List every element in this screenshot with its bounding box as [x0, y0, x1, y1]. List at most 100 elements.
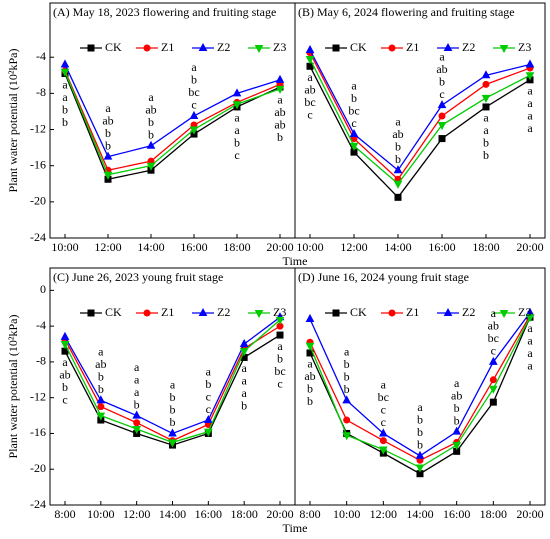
significance-letter: b: [148, 115, 154, 129]
significance-letter: ab: [392, 127, 403, 141]
x-tick-label: 12:00: [123, 507, 150, 521]
significance-letter: a: [206, 364, 212, 378]
significance-letter: b: [351, 91, 357, 105]
data-point: [438, 112, 446, 120]
significance-letter: c: [206, 389, 211, 403]
significance-letter: b: [395, 139, 401, 153]
x-tick-label: 18:00: [223, 240, 250, 254]
significance-letter: b: [98, 370, 104, 384]
series-line: [64, 71, 281, 176]
x-tick-label: 12:00: [94, 240, 121, 254]
significance-letter: b: [62, 102, 68, 116]
significance-letter: a: [134, 385, 140, 399]
data-point: [276, 331, 284, 339]
legend-label: CK: [105, 40, 122, 54]
data-point: [146, 140, 156, 149]
legend-marker: [87, 44, 95, 52]
data-point: [305, 342, 315, 351]
significance-letter: a: [277, 339, 283, 353]
legend-label: Z1: [161, 40, 174, 54]
significance-letter: b: [454, 413, 460, 427]
data-point: [97, 403, 105, 411]
significance-letter: a: [491, 306, 497, 320]
data-point: [275, 316, 285, 325]
data-point: [168, 439, 177, 448]
significance-letter: b: [241, 399, 247, 413]
y-tick-label: -4: [36, 318, 46, 332]
data-point: [438, 135, 446, 143]
legend-marker: [87, 309, 95, 317]
panel-title: (A) May 18, 2023 flowering and fruiting …: [53, 5, 276, 19]
data-point: [488, 356, 498, 365]
significance-letter: ab: [436, 62, 447, 76]
data-point: [488, 385, 498, 394]
legend-label: CK: [105, 305, 122, 319]
y-tick-label: -20: [30, 194, 46, 208]
legend-marker: [332, 309, 340, 317]
significance-letter: a: [483, 111, 489, 125]
y-tick-label: -24: [30, 497, 46, 511]
significance-letter: b: [454, 401, 460, 415]
significance-letter: a: [527, 358, 533, 372]
data-point: [342, 395, 352, 404]
x-axis-title: Time: [283, 521, 308, 535]
significance-letter: a: [234, 111, 240, 125]
legend-marker: [443, 42, 453, 51]
data-point: [189, 126, 199, 135]
significance-letter: a: [344, 345, 350, 359]
legend-label: CK: [350, 305, 367, 319]
data-point: [60, 331, 70, 340]
significance-letter: a: [439, 49, 445, 63]
x-tick-label: 20:00: [266, 507, 293, 521]
significance-letter: b: [98, 382, 104, 396]
data-point: [489, 398, 497, 406]
data-point: [132, 425, 142, 435]
data-point: [525, 72, 535, 81]
y-tick-label: 0: [40, 282, 46, 296]
significance-letter: a: [527, 96, 533, 110]
data-point: [305, 56, 315, 65]
significance-letter: a: [527, 109, 533, 123]
significance-letter: ab: [102, 113, 113, 127]
significance-letter: b: [344, 370, 350, 384]
y-tick-label: -20: [30, 461, 46, 475]
significance-letter: ab: [274, 105, 285, 119]
significance-letter: b: [277, 130, 283, 144]
significance-letter: b: [417, 413, 423, 427]
significance-letter: bc: [348, 103, 359, 117]
data-point: [232, 88, 242, 97]
significance-letter: bc: [378, 390, 389, 404]
legend-label: CK: [350, 40, 367, 54]
legend-label: Z1: [161, 305, 174, 319]
y-tick-label: -16: [30, 425, 46, 439]
significance-letter: ab: [304, 369, 315, 383]
x-tick-label: 18:00: [230, 507, 257, 521]
series-line: [309, 58, 531, 185]
significance-letter: bc: [304, 95, 315, 109]
data-point: [60, 59, 70, 68]
data-point: [378, 428, 388, 437]
x-tick-label: 16:00: [443, 507, 470, 521]
significance-letter: a: [134, 372, 140, 386]
significance-letter: a: [527, 121, 533, 135]
significance-letter: c: [206, 402, 211, 416]
significance-letter: a: [527, 333, 533, 347]
significance-letter: c: [191, 98, 196, 112]
data-point: [60, 341, 70, 350]
significance-letter: a: [242, 374, 248, 388]
significance-letter: bc: [274, 364, 285, 378]
series-line: [309, 52, 531, 181]
data-point: [203, 414, 213, 424]
legend-marker: [254, 45, 264, 54]
significance-letter: ab: [451, 388, 462, 402]
data-point: [96, 412, 106, 421]
significance-letter: b: [105, 126, 111, 140]
x-tick-label: 12:00: [370, 507, 397, 521]
data-point: [393, 180, 403, 189]
data-point: [133, 419, 141, 427]
y-tick-label: -8: [36, 85, 46, 99]
significance-letter: a: [105, 101, 111, 115]
plot-frame: [294, 2, 546, 239]
data-point: [189, 110, 199, 119]
legend-marker: [443, 307, 453, 316]
